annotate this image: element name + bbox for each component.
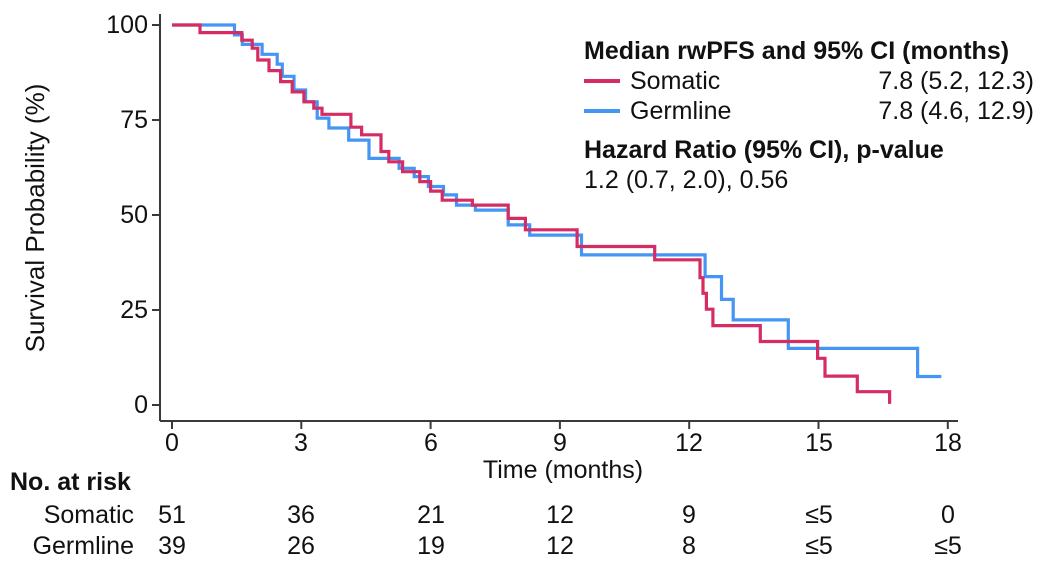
- somatic-curve: [172, 23, 892, 404]
- risk-table-title: No. at risk: [10, 468, 131, 496]
- risk-somatic-t12: 9: [682, 501, 696, 529]
- x-tick-label-9: 9: [553, 429, 567, 457]
- risk-germline-t0: 39: [158, 532, 186, 560]
- x-tick-label-3: 3: [294, 429, 308, 457]
- axis-tick-marks: [152, 24, 949, 429]
- somatic-legend-swatch: [584, 79, 620, 83]
- germline-legend-label: Germline: [630, 96, 732, 125]
- risk-germline-t18: ≤5: [934, 532, 962, 560]
- x-tick-label-0: 0: [165, 429, 179, 457]
- legend-title: Median rwPFS and 95% CI (months): [584, 37, 1010, 65]
- y-tick-label-50: 50: [120, 201, 148, 229]
- risk-somatic-t18: 0: [941, 501, 955, 529]
- risk-germline-t3: 26: [287, 532, 315, 560]
- risk-somatic-t15: ≤5: [805, 501, 833, 529]
- x-axis-title: Time (months): [482, 456, 644, 484]
- hazard-ratio-value: 1.2 (0.7, 2.0), 0.56: [584, 166, 789, 194]
- y-tick-label-100: 100: [106, 11, 148, 39]
- legend-row-germline: Germline 7.8 (4.6, 12.9): [584, 96, 1034, 126]
- y-tick-label-75: 75: [120, 106, 148, 134]
- x-tick-label-15: 15: [805, 429, 833, 457]
- x-tick-label-6: 6: [424, 429, 438, 457]
- risk-somatic-t3: 36: [287, 501, 315, 529]
- risk-somatic-t6: 21: [417, 501, 445, 529]
- risk-somatic-t0: 51: [158, 501, 186, 529]
- risk-germline-t6: 19: [417, 532, 445, 560]
- risk-germline-t15: ≤5: [805, 532, 833, 560]
- legend: Median rwPFS and 95% CI (months) Somatic…: [584, 36, 1034, 195]
- germline-median-value: 7.8 (4.6, 12.9): [878, 96, 1034, 125]
- risk-row-somatic-label: Somatic: [43, 501, 134, 529]
- somatic-median-value: 7.8 (5.2, 12.3): [878, 66, 1034, 95]
- risk-germline-t12: 8: [682, 532, 696, 560]
- y-axis-title: Survival Probability (%): [20, 83, 50, 353]
- risk-row-germline-label: Germline: [32, 532, 134, 560]
- hazard-ratio-title: Hazard Ratio (95% CI), p-value: [584, 136, 944, 164]
- legend-row-somatic: Somatic 7.8 (5.2, 12.3): [584, 66, 1034, 96]
- y-tick-label-25: 25: [120, 296, 148, 324]
- y-tick-label-0: 0: [134, 391, 148, 419]
- x-tick-label-12: 12: [675, 429, 703, 457]
- somatic-legend-label: Somatic: [630, 66, 721, 95]
- risk-germline-t9: 12: [546, 532, 574, 560]
- risk-somatic-t9: 12: [546, 501, 574, 529]
- x-tick-label-18: 18: [934, 429, 962, 457]
- germline-legend-swatch: [584, 109, 620, 113]
